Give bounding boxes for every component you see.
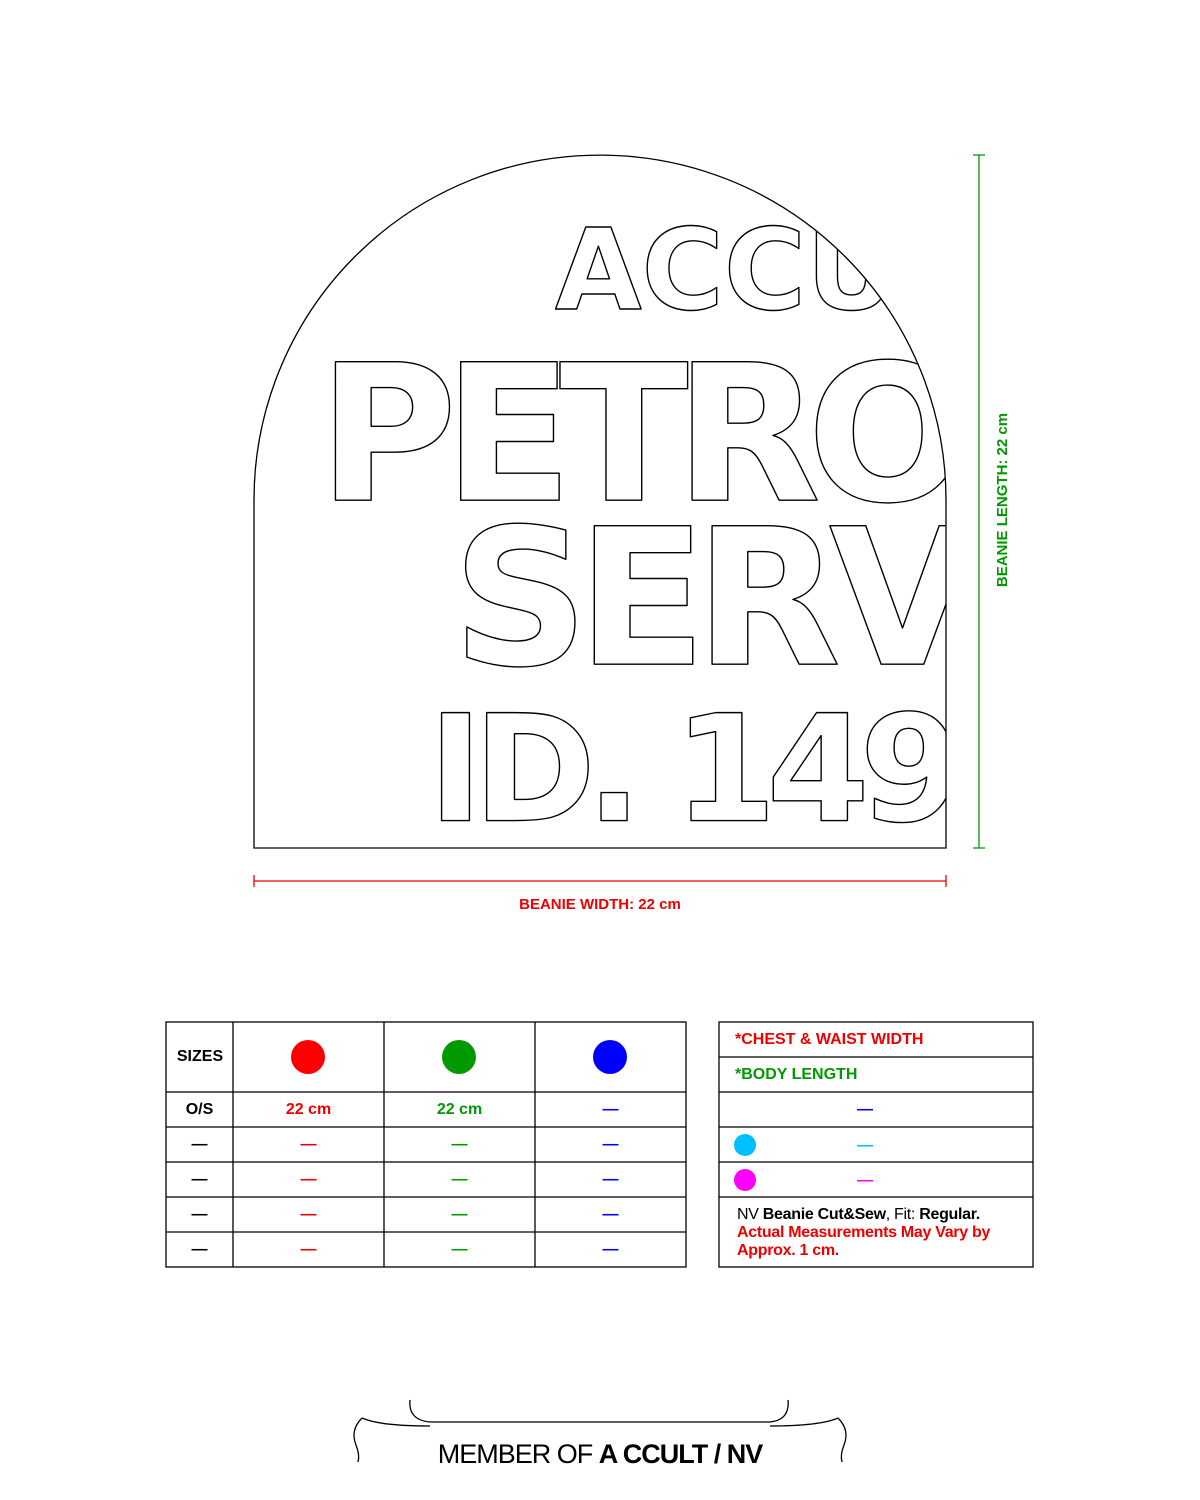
legend-row: — [857,1137,873,1154]
footer: MEMBER OF A CCULT / NV [438,1439,764,1469]
legend-row: — [857,1172,873,1189]
table-cell: — [603,1206,619,1223]
legend-row: *CHEST & WAIST WIDTH [735,1031,923,1048]
footer-bracket [353,1399,847,1463]
graphic-word: ACCU [555,206,897,336]
length-line [973,154,985,849]
beanie-graphic: ACCU PETRO SERV ID. 149-1 [317,205,1097,856]
table-cell: O/S [186,1101,214,1118]
note-warning: Actual Measurements May Vary by Approx. … [737,1224,991,1259]
note: NV Beanie Cut&Sew, Fit: Regular. Actual M… [737,1206,1027,1260]
table-cell: — [452,1136,468,1153]
footer-brand: A CCULT / NV [599,1439,763,1469]
table-cell: — [603,1241,619,1258]
size-table: SIZES O/S 22 cm 22 cm — — — — — — — — — — — — — — — — — [165,1021,687,1268]
color-dot [593,1040,627,1074]
table-cell: — [192,1241,208,1258]
graphic-word: PETRO [318,324,959,545]
beanie-outline [253,154,947,849]
note-fit-label: , Fit: [885,1206,916,1223]
color-dot [442,1040,476,1074]
graphic-word: SERV [452,488,976,709]
table-cell: — [192,1206,208,1223]
width-label: BEANIE WIDTH: 22 cm [519,896,681,913]
length-label: BEANIE LENGTH: 22 cm [994,413,1011,587]
legend-row: *BODY LENGTH [735,1066,857,1083]
table-cell: — [301,1136,317,1153]
color-dot [734,1134,756,1156]
table-cell: — [603,1101,619,1118]
table-cell: 22 cm [286,1101,331,1118]
table-cell: — [192,1171,208,1188]
graphic-word: ID. 149-1 [428,684,1097,856]
footer-prefix: MEMBER OF [438,1439,593,1469]
legend-row: — [857,1101,873,1118]
table-cell: — [452,1241,468,1258]
note-product: Beanie Cut&Sew [762,1206,886,1223]
table-cell: — [301,1206,317,1223]
table-cell: 22 cm [437,1101,482,1118]
note-fit: Regular. [919,1206,980,1223]
table-cell: — [301,1171,317,1188]
table-cell: — [452,1171,468,1188]
table-header: SIZES [177,1048,224,1065]
width-line [253,875,947,887]
color-dot [734,1169,756,1191]
color-dot [291,1040,325,1074]
table-cell: — [603,1171,619,1188]
table-cell: — [192,1136,208,1153]
table-cell: — [603,1136,619,1153]
table-cell: — [301,1241,317,1258]
note-brand: NV [737,1206,759,1223]
table-cell: — [452,1206,468,1223]
legend-table: *CHEST & WAIST WIDTH *BODY LENGTH — — — [718,1021,1034,1268]
